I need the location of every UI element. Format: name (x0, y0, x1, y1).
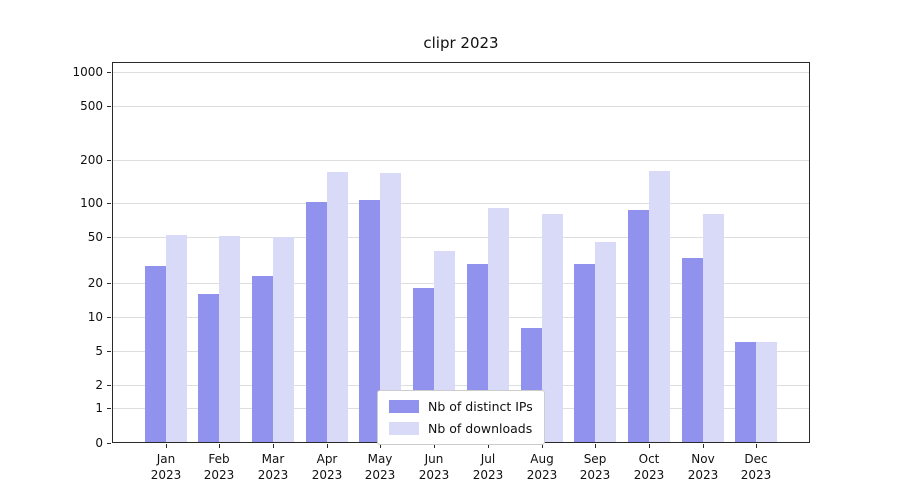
xtick-mark-mar (273, 444, 274, 448)
bar-nb-of-downloads-apr (327, 172, 348, 443)
gridline-y-5 (112, 351, 810, 352)
legend-swatch-distinct-ips (389, 400, 419, 413)
legend-item-distinct-ips: Nb of distinct IPs (389, 399, 533, 414)
gridline-y-2 (112, 385, 810, 386)
ytick-label-100: 100 (80, 196, 103, 210)
plot-area (112, 62, 810, 443)
bar-nb-of-downloads-aug (542, 214, 563, 443)
bar-nb-of-downloads-dec (756, 342, 777, 443)
gridline-y-500 (112, 106, 810, 107)
gridline-y-10 (112, 317, 810, 318)
ytick-mark-1000 (107, 72, 111, 73)
ytick-label-20: 20 (87, 276, 103, 290)
ytick-label-10: 10 (87, 310, 103, 324)
ytick-mark-5 (107, 351, 111, 352)
xtick-mark-apr (327, 444, 328, 448)
legend-label-downloads: Nb of downloads (428, 421, 533, 436)
bar-nb-of-downloads-mar (273, 237, 294, 443)
ytick-mark-200 (107, 160, 111, 161)
ytick-label-500: 500 (80, 99, 103, 113)
gridline-y-200 (112, 160, 810, 161)
bar-nb-of-distinct-ips-oct (628, 210, 649, 443)
ytick-mark-500 (107, 106, 111, 107)
xtick-mark-nov (703, 444, 704, 448)
bar-nb-of-downloads-may (380, 173, 401, 443)
xtick-label-aug: Aug 2023 (526, 452, 558, 482)
ytick-mark-20 (107, 283, 111, 284)
bar-nb-of-downloads-nov (703, 214, 724, 443)
ytick-mark-2 (107, 385, 111, 386)
bar-nb-of-downloads-oct (649, 171, 670, 443)
bar-nb-of-downloads-jul (488, 208, 509, 443)
xtick-label-nov: Nov 2023 (687, 452, 719, 482)
ytick-mark-50 (107, 237, 111, 238)
xtick-label-oct: Oct 2023 (633, 452, 665, 482)
xtick-mark-may (380, 444, 381, 448)
gridline-y-20 (112, 283, 810, 284)
bar-nb-of-downloads-feb (219, 236, 240, 443)
bar-nb-of-distinct-ips-nov (682, 258, 703, 443)
xtick-mark-dec (756, 444, 757, 448)
ytick-label-5: 5 (95, 344, 103, 358)
legend: Nb of distinct IPs Nb of downloads (377, 390, 545, 445)
xtick-label-may: May 2023 (364, 452, 396, 482)
bar-nb-of-distinct-ips-apr (306, 202, 327, 443)
xtick-label-mar: Mar 2023 (257, 452, 289, 482)
xtick-mark-jan (166, 444, 167, 448)
chart-title: clipr 2023 (423, 34, 499, 52)
ytick-mark-100 (107, 203, 111, 204)
xtick-label-jan: Jan 2023 (150, 452, 182, 482)
xtick-mark-sep (595, 444, 596, 448)
ytick-mark-1 (107, 408, 111, 409)
bar-nb-of-distinct-ips-may (359, 200, 380, 443)
ytick-label-1000: 1000 (72, 65, 103, 79)
xtick-mark-feb (219, 444, 220, 448)
xtick-label-sep: Sep 2023 (579, 452, 611, 482)
bar-nb-of-distinct-ips-jan (145, 266, 166, 443)
xtick-label-feb: Feb 2023 (203, 452, 235, 482)
ytick-mark-0 (107, 443, 111, 444)
ytick-label-2: 2 (95, 378, 103, 392)
xtick-mark-jul (488, 444, 489, 448)
ytick-label-0: 0 (95, 436, 103, 450)
bar-nb-of-distinct-ips-sep (574, 264, 595, 443)
ytick-label-50: 50 (87, 230, 103, 244)
legend-swatch-downloads (389, 422, 419, 435)
bar-nb-of-distinct-ips-dec (735, 342, 756, 443)
bar-nb-of-downloads-jan (166, 235, 187, 443)
xtick-mark-jun (434, 444, 435, 448)
xtick-label-jul: Jul 2023 (472, 452, 504, 482)
ytick-label-1: 1 (95, 401, 103, 415)
gridline-y-100 (112, 203, 810, 204)
bar-nb-of-distinct-ips-feb (198, 294, 219, 443)
xtick-mark-aug (542, 444, 543, 448)
xtick-label-dec: Dec 2023 (740, 452, 772, 482)
gridline-y-1000 (112, 72, 810, 73)
legend-item-downloads: Nb of downloads (389, 421, 533, 436)
xtick-label-jun: Jun 2023 (418, 452, 450, 482)
xtick-mark-oct (649, 444, 650, 448)
bar-nb-of-downloads-sep (595, 242, 616, 443)
legend-label-distinct-ips: Nb of distinct IPs (428, 399, 533, 414)
bar-nb-of-distinct-ips-mar (252, 276, 273, 443)
ytick-mark-10 (107, 317, 111, 318)
ytick-label-200: 200 (80, 153, 103, 167)
xtick-label-apr: Apr 2023 (311, 452, 343, 482)
gridline-y-50 (112, 237, 810, 238)
